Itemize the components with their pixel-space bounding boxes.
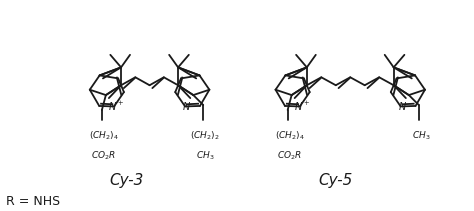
Text: $N^+$: $N^+$	[108, 100, 124, 113]
Text: $(CH_2)_4$: $(CH_2)_4$	[89, 130, 119, 142]
Text: $CO_2R$: $CO_2R$	[91, 150, 117, 162]
Text: $(CH_2)_2$: $(CH_2)_2$	[190, 130, 220, 142]
Text: Cy-3: Cy-3	[109, 173, 144, 188]
Text: $N^+$: $N^+$	[293, 100, 310, 113]
Text: $CO_2R$: $CO_2R$	[277, 150, 302, 162]
Text: $(CH_2)_4$: $(CH_2)_4$	[274, 130, 305, 142]
Text: R = NHS: R = NHS	[6, 195, 60, 208]
Text: $CH_3$: $CH_3$	[196, 150, 214, 162]
Text: Cy-5: Cy-5	[319, 173, 353, 188]
Text: $N$: $N$	[182, 100, 191, 112]
Text: $CH_3$: $CH_3$	[411, 130, 430, 142]
Text: $N$: $N$	[398, 100, 407, 112]
